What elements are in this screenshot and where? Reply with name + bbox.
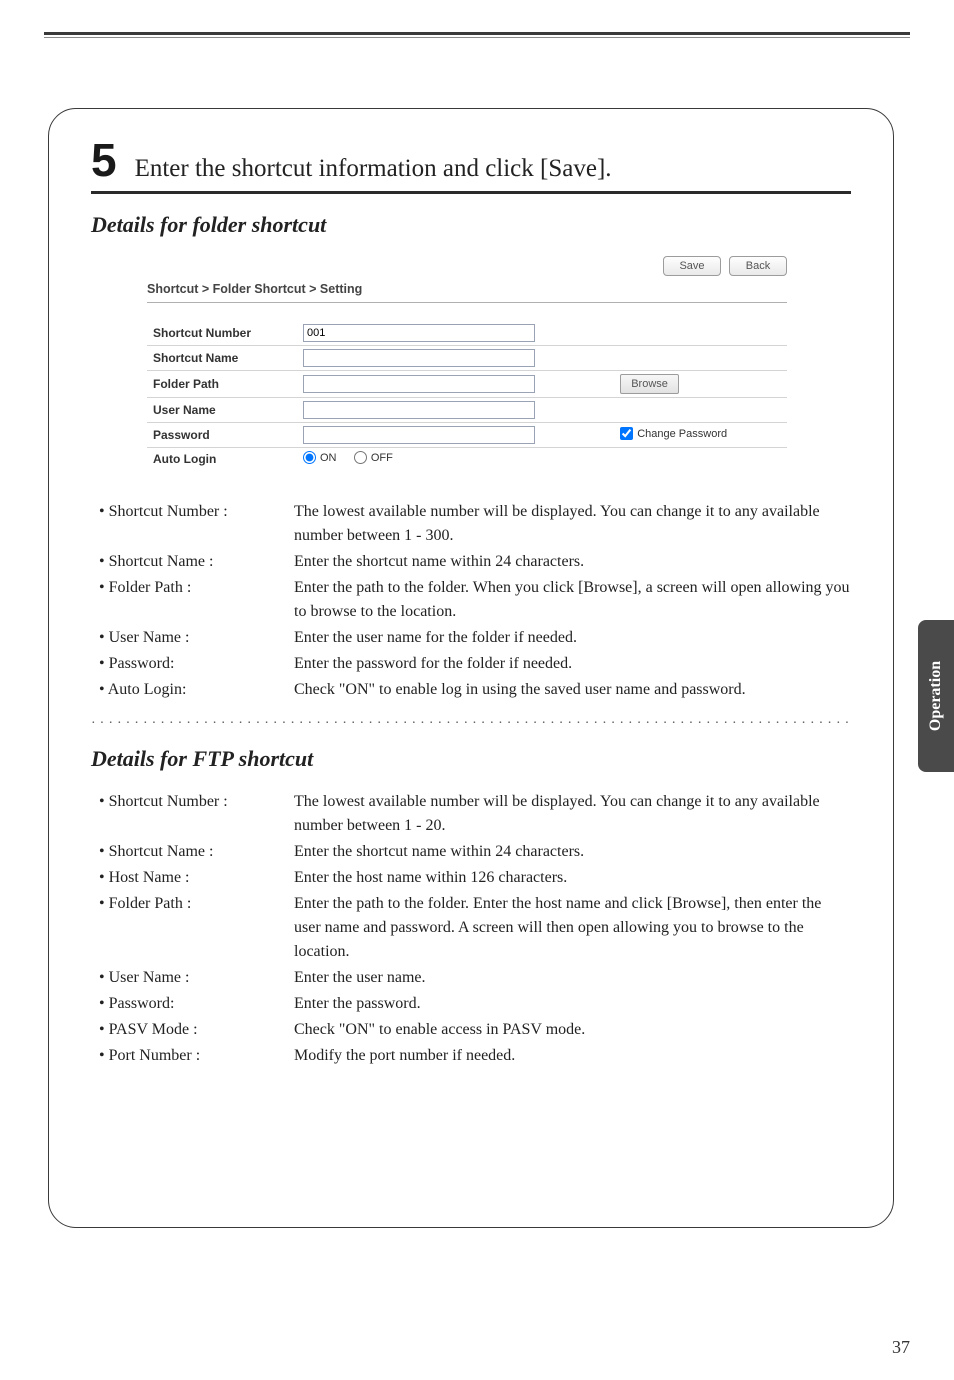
settings-form: Shortcut Number Shortcut Name Folder Pat…: [147, 321, 787, 470]
password-input[interactable]: [303, 426, 535, 444]
auto-login-off[interactable]: OFF: [354, 451, 393, 464]
auto-login-on[interactable]: ON: [303, 451, 337, 464]
shortcut-number-input[interactable]: [303, 324, 535, 342]
list-item: Shortcut Number :The lowest available nu…: [99, 790, 851, 838]
change-password-label: Change Password: [637, 428, 727, 440]
list-item: User Name :Enter the user name.: [99, 966, 851, 990]
shortcut-name-label: Shortcut Name: [147, 346, 297, 371]
shortcut-number-label: Shortcut Number: [147, 321, 297, 345]
list-item: Host Name :Enter the host name within 12…: [99, 866, 851, 890]
ftp-desc-list: Shortcut Number :The lowest available nu…: [99, 790, 851, 1068]
password-label: Password: [147, 423, 297, 448]
list-item: Folder Path :Enter the path to the folde…: [99, 576, 851, 624]
list-item: Shortcut Number :The lowest available nu…: [99, 500, 851, 548]
back-button[interactable]: Back: [729, 256, 787, 276]
ftp-section-heading: Details for FTP shortcut: [91, 746, 851, 772]
folder-desc-list: Shortcut Number :The lowest available nu…: [99, 500, 851, 702]
auto-login-label: Auto Login: [147, 448, 297, 471]
folder-section-heading: Details for folder shortcut: [91, 212, 851, 238]
step-title: Enter the shortcut information and click…: [135, 155, 612, 183]
folder-path-input[interactable]: [303, 375, 535, 393]
folder-path-label: Folder Path: [147, 371, 297, 398]
breadcrumb: Shortcut > Folder Shortcut > Setting: [147, 282, 787, 303]
list-item: Folder Path :Enter the path to the folde…: [99, 892, 851, 964]
shortcut-name-input[interactable]: [303, 349, 535, 367]
change-password-checkbox[interactable]: Change Password: [620, 427, 727, 440]
list-item: PASV Mode :Check "ON" to enable access i…: [99, 1018, 851, 1042]
auto-login-on-radio[interactable]: [303, 451, 316, 464]
folder-shortcut-screenshot: Save Back Shortcut > Folder Shortcut > S…: [147, 256, 787, 470]
save-button[interactable]: Save: [663, 256, 721, 276]
list-item: Auto Login:Check "ON" to enable log in u…: [99, 678, 851, 702]
user-name-label: User Name: [147, 398, 297, 423]
dotted-separator: ········································…: [91, 716, 851, 732]
list-item: Shortcut Name :Enter the shortcut name w…: [99, 550, 851, 574]
side-tab-label: Operation: [927, 661, 945, 731]
list-item: User Name :Enter the user name for the f…: [99, 626, 851, 650]
auto-login-off-label: OFF: [371, 452, 393, 464]
auto-login-off-radio[interactable]: [354, 451, 367, 464]
top-rule: [44, 32, 910, 38]
step-number: 5: [91, 137, 117, 183]
content-card: 5 Enter the shortcut information and cli…: [48, 108, 894, 1228]
list-item: Port Number :Modify the port number if n…: [99, 1044, 851, 1068]
user-name-input[interactable]: [303, 401, 535, 419]
list-item: Shortcut Name :Enter the shortcut name w…: [99, 840, 851, 864]
step-header: 5 Enter the shortcut information and cli…: [91, 137, 851, 194]
list-item: Password:Enter the password for the fold…: [99, 652, 851, 676]
change-password-box[interactable]: [620, 427, 633, 440]
side-tab-operation: Operation: [918, 620, 954, 772]
browse-button[interactable]: Browse: [620, 374, 679, 394]
list-item: Password:Enter the password.: [99, 992, 851, 1016]
auto-login-on-label: ON: [320, 452, 337, 464]
